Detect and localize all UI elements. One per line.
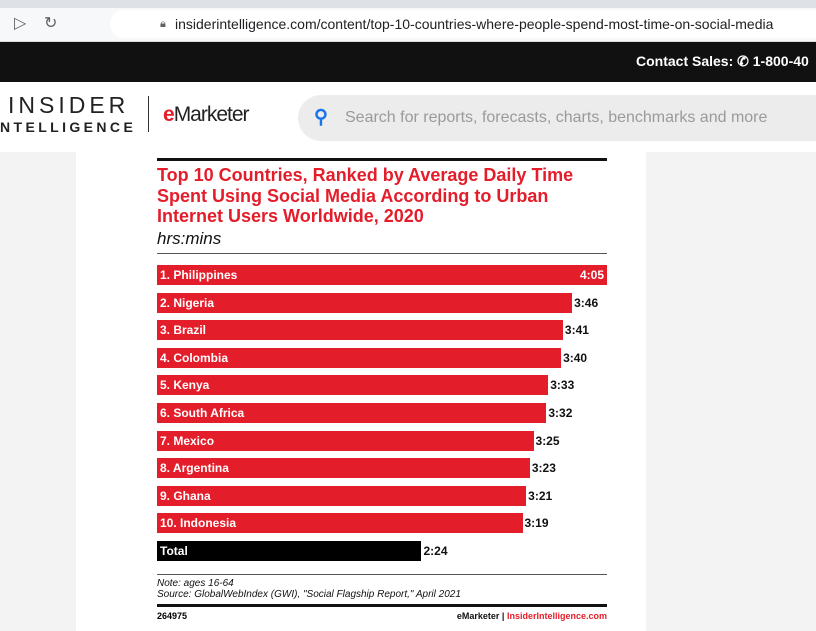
bar-value: 3:23 bbox=[531, 461, 556, 476]
phone-number: 1-800-40 bbox=[752, 53, 809, 69]
bar-label: 6. South Africa bbox=[160, 406, 245, 420]
bar: 4. Colombia 3:40 bbox=[157, 347, 587, 368]
bar: 9. Ghana 3:21 bbox=[157, 485, 552, 506]
logo-intelligence[interactable]: NTELLIGENCE bbox=[0, 119, 137, 135]
bar-label: 8. Argentina bbox=[160, 461, 229, 476]
note-text: Note: ages 16-64 bbox=[157, 578, 234, 589]
search-icon[interactable]: ⚲ bbox=[314, 107, 328, 128]
bar-label: 2. Nigeria bbox=[160, 295, 215, 310]
bar-label: 5. Kenya bbox=[160, 378, 210, 393]
contact-bar: Contact Sales: ✆ 1-800-40 bbox=[0, 42, 816, 82]
bottom-rule bbox=[157, 604, 607, 607]
logo-insider[interactable]: INSIDER bbox=[8, 92, 130, 118]
footer-site: InsiderIntelligence.com bbox=[506, 611, 607, 621]
bar: 3. Brazil 3:41 bbox=[157, 320, 589, 341]
emarketer-logo[interactable]: eMarketer bbox=[163, 103, 250, 127]
right-gutter bbox=[646, 152, 816, 631]
chart-note: Note: ages 16-64 Source: GlobalWebIndex (… bbox=[157, 578, 461, 600]
chart-id: 264975 bbox=[157, 611, 188, 621]
bar-value: 3:21 bbox=[528, 488, 553, 503]
chart-title: Top 10 Countries, Ranked by Average Dail… bbox=[157, 165, 574, 226]
bar-value: 4:05 bbox=[579, 268, 604, 282]
footer-emarketer: eMarketer bbox=[456, 611, 500, 621]
bar-value: 3:41 bbox=[564, 323, 589, 338]
search-placeholder: Search for reports, forecasts, charts, b… bbox=[345, 109, 768, 126]
bar: 8. Argentina 3:23 bbox=[157, 458, 556, 479]
footer-separator: | bbox=[501, 611, 505, 621]
emarketer-text: Marketer bbox=[173, 103, 250, 126]
address-bar[interactable]: 🔒︎ insiderintelligence.com/content/top-1… bbox=[110, 10, 816, 38]
bar-value: 3:33 bbox=[550, 378, 575, 393]
bar: 6. South Africa 3:32 bbox=[157, 403, 572, 423]
bar-label: 1. Philippines bbox=[160, 268, 238, 282]
bar-value: 3:46 bbox=[574, 295, 599, 310]
unit-rule bbox=[157, 253, 607, 254]
bar-label: Total bbox=[160, 544, 188, 558]
bar-label: 9. Ghana bbox=[160, 488, 211, 503]
chart-unit: hrs:mins bbox=[157, 229, 222, 248]
source-text: Source: GlobalWebIndex (GWI), "Social Fl… bbox=[157, 589, 461, 600]
reload-icon[interactable]: ↻ bbox=[44, 15, 58, 32]
bar-label: 4. Colombia bbox=[160, 350, 229, 365]
bar-label: 7. Mexico bbox=[160, 433, 215, 448]
bar-label: 3. Brazil bbox=[160, 323, 207, 338]
search-input[interactable]: ⚲ Search for reports, forecasts, charts,… bbox=[298, 95, 816, 141]
phone-icon: ✆ bbox=[737, 53, 749, 69]
bar: 1. Philippines 4:05 bbox=[157, 265, 607, 285]
logo-divider bbox=[148, 96, 149, 132]
contact-sales[interactable]: Contact Sales: ✆ 1-800-40 bbox=[636, 53, 809, 70]
lock-icon: 🔒︎ bbox=[160, 18, 166, 30]
bar: 5. Kenya 3:33 bbox=[157, 375, 574, 396]
footer-brand: eMarketer | InsiderIntelligence.com bbox=[457, 611, 607, 621]
bar-value: 3:40 bbox=[563, 350, 588, 365]
top-rule bbox=[157, 158, 607, 161]
bar-label: 10. Indonesia bbox=[160, 516, 237, 531]
bar-value: 3:32 bbox=[548, 406, 573, 420]
tab-strip bbox=[0, 0, 816, 8]
bar-value: 2:24 bbox=[423, 544, 448, 558]
emarketer-e: e bbox=[163, 103, 175, 126]
url-text: insiderintelligence.com/content/top-10-c… bbox=[175, 16, 774, 32]
bar: 2. Nigeria 3:46 bbox=[157, 292, 598, 313]
forward-icon[interactable]: ▷ bbox=[14, 15, 27, 32]
bar-value: 3:19 bbox=[524, 516, 549, 531]
bar-value: 3:25 bbox=[535, 433, 560, 448]
contact-label: Contact Sales: bbox=[636, 53, 734, 69]
left-gutter bbox=[0, 152, 76, 631]
note-rule bbox=[157, 574, 607, 575]
site-header: INSIDER NTELLIGENCE eMarketer ⚲ Search f… bbox=[0, 82, 816, 152]
browser-toolbar: ▷ ↻ 🔖︎ 🔒︎ insiderintelligence.com/conten… bbox=[0, 8, 816, 42]
bar-total: Total 2:24 bbox=[157, 541, 448, 561]
bar: 7. Mexico 3:25 bbox=[157, 430, 560, 451]
bar: 10. Indonesia 3:19 bbox=[157, 513, 549, 534]
